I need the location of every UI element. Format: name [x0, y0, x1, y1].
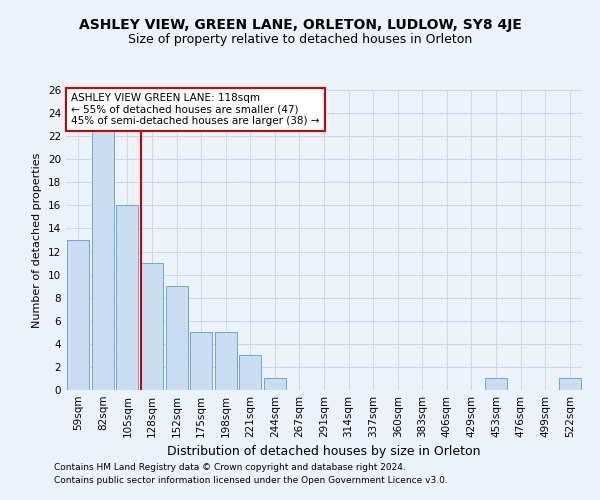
Bar: [239, 356, 262, 390]
Text: Size of property relative to detached houses in Orleton: Size of property relative to detached ho…: [128, 32, 472, 46]
Text: Contains HM Land Registry data © Crown copyright and database right 2024.: Contains HM Land Registry data © Crown c…: [54, 464, 406, 472]
Bar: [559, 378, 581, 390]
Bar: [166, 286, 188, 390]
Text: ASHLEY VIEW, GREEN LANE, ORLETON, LUDLOW, SY8 4JE: ASHLEY VIEW, GREEN LANE, ORLETON, LUDLOW…: [79, 18, 521, 32]
Bar: [190, 332, 212, 390]
Bar: [141, 263, 163, 390]
Bar: [264, 378, 286, 390]
Bar: [215, 332, 237, 390]
Bar: [67, 240, 89, 390]
Bar: [485, 378, 507, 390]
Y-axis label: Number of detached properties: Number of detached properties: [32, 152, 43, 328]
Text: Contains public sector information licensed under the Open Government Licence v3: Contains public sector information licen…: [54, 476, 448, 485]
X-axis label: Distribution of detached houses by size in Orleton: Distribution of detached houses by size …: [167, 446, 481, 458]
Bar: [92, 102, 114, 390]
Text: ASHLEY VIEW GREEN LANE: 118sqm
← 55% of detached houses are smaller (47)
45% of : ASHLEY VIEW GREEN LANE: 118sqm ← 55% of …: [71, 93, 320, 126]
Bar: [116, 206, 139, 390]
